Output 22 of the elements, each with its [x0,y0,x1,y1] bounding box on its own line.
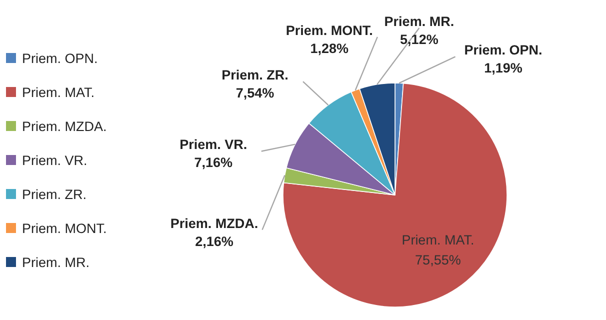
legend-label: Priem. ZR. [22,187,87,202]
pie-slice [282,82,508,308]
slice-label: Priem. ZR. [222,68,288,83]
legend-label: Priem. MONT. [22,221,107,236]
data-label: 1,19% [484,60,522,76]
legend-label: Priem. MZDA. [22,119,107,134]
legend-label: Priem. MR. [22,255,90,270]
data-label: 7,54% [236,86,274,101]
slice-label: Priem. MONT. [286,22,373,38]
data-label: 7,16% [194,155,232,170]
slice-label: Priem. OPN. [464,42,542,58]
slice-label: Priem. MAT. [402,232,474,248]
data-label: 5,12% [400,32,438,47]
slice-label: Priem. MR. [384,14,454,29]
legend-label: Priem. VR. [22,153,88,168]
data-label: 2,16% [195,234,234,249]
data-label: 1,28% [310,40,349,56]
legend-label: Priem. MAT. [22,85,95,100]
slice-label: Priem. MZDA. [170,216,258,231]
legend-label: Priem. OPN. [22,51,98,66]
data-label: 75,55% [415,252,461,268]
slice-label: Priem. VR. [180,137,248,152]
